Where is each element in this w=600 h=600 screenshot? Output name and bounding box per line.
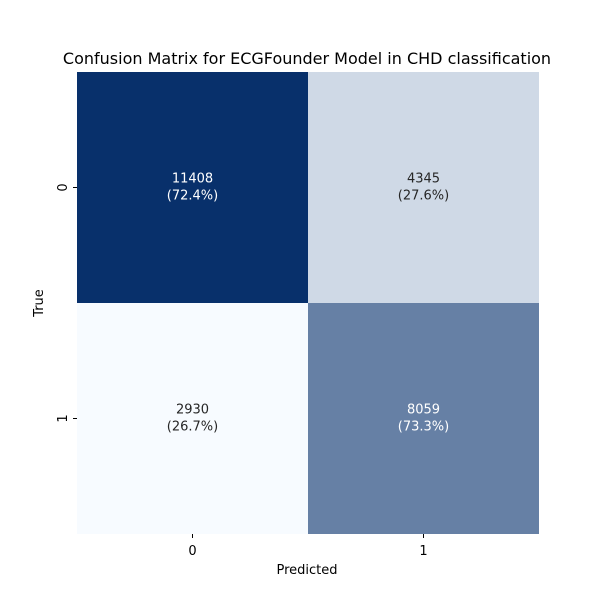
- heatmap-cell-r1-c0: [77, 303, 308, 534]
- cell-count-r0-c0: 11408: [172, 172, 213, 187]
- cell-percent-r0-c0: (72.4%): [167, 189, 218, 204]
- cell-percent-r1-c1: (73.3%): [398, 420, 449, 435]
- y-axis-label: True: [32, 289, 47, 318]
- x-tick-label-0: 0: [188, 544, 196, 559]
- cell-percent-r1-c0: (26.7%): [167, 420, 218, 435]
- x-axis-label: Predicted: [276, 563, 337, 578]
- heatmap-cell-labels: 11408 (72.4%) 4345 (27.6%) 2930 (26.7%) 8059 (7…: [167, 172, 449, 435]
- heatmap-cell-r1-c1: [308, 303, 539, 534]
- y-axis-ticks: 01: [56, 183, 77, 423]
- cell-count-r0-c1: 4345: [407, 172, 440, 187]
- heatmap-cell-r0-c0: [77, 72, 308, 303]
- cell-percent-r0-c1: (27.6%): [398, 189, 449, 204]
- cell-count-r1-c0: 2930: [176, 403, 209, 418]
- chart-title: Confusion Matrix for ECGFounder Model in…: [63, 49, 551, 68]
- heatmap-cell-r0-c1: [308, 72, 539, 303]
- cell-count-r1-c1: 8059: [407, 403, 440, 418]
- y-tick-label-1: 1: [56, 414, 71, 422]
- heatmap-cells: [77, 72, 539, 534]
- x-tick-label-1: 1: [419, 544, 427, 559]
- y-tick-label-0: 0: [56, 183, 71, 191]
